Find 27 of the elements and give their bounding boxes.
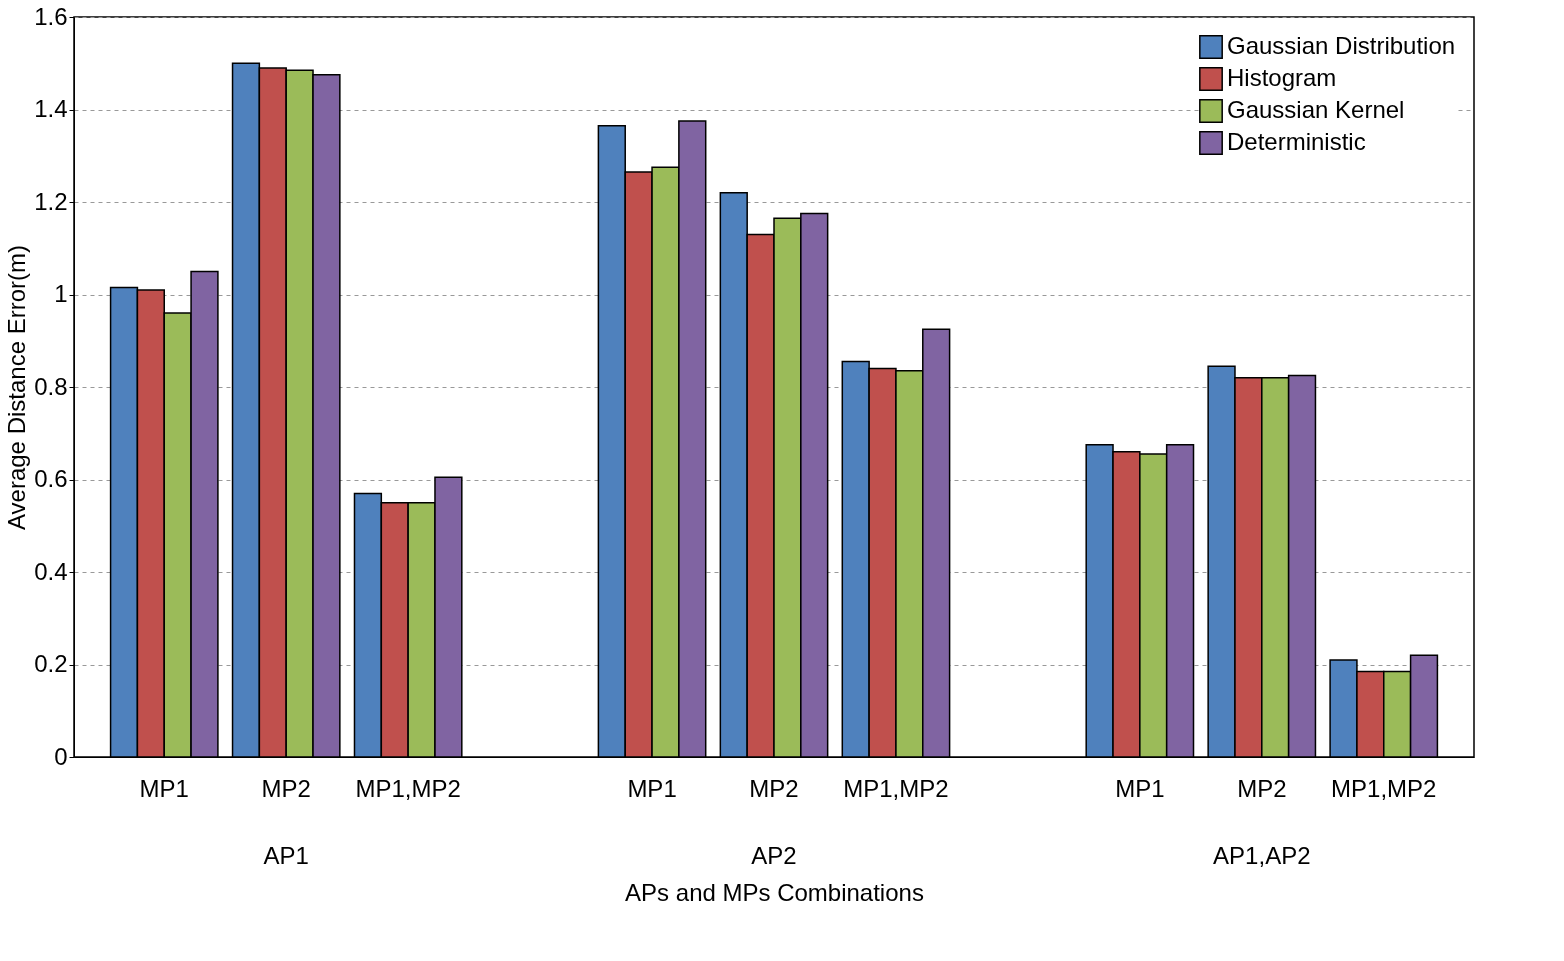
y-tick-label: 1.6 bbox=[34, 2, 68, 30]
x-tick-label: MP1 bbox=[139, 774, 189, 802]
y-tick-label: 0.8 bbox=[34, 372, 68, 400]
y-tick-label: 0.6 bbox=[34, 465, 68, 492]
y-axis-title: Average Distance Error(m) bbox=[3, 245, 31, 530]
text: AP1,AP2 bbox=[1213, 842, 1311, 869]
text: AP2 bbox=[751, 842, 797, 869]
x-tick-label: MP2 bbox=[749, 774, 799, 802]
legend-label: Histogram bbox=[1227, 64, 1337, 91]
y-tick-label: 1 bbox=[54, 280, 68, 307]
y-tick-label: 0 bbox=[54, 742, 68, 770]
x-tick-label: MP1 bbox=[627, 774, 677, 802]
y-tick-label: 1.4 bbox=[34, 95, 68, 122]
x-tick-label: MP1,MP2 bbox=[843, 774, 949, 802]
y-tick-label: 1.2 bbox=[34, 187, 68, 215]
text: AP1 bbox=[263, 842, 309, 869]
y-tick-label: 0.4 bbox=[34, 557, 68, 585]
legend-label: Deterministic bbox=[1227, 128, 1366, 155]
x-axis-title: APs and MPs Combinations bbox=[625, 878, 924, 906]
legend-label: Gaussian Distribution bbox=[1227, 32, 1456, 59]
x-tick-label: MP1 bbox=[1115, 774, 1165, 802]
x-tick-label: MP2 bbox=[261, 774, 311, 802]
x-tick-label: MP1,MP2 bbox=[1331, 774, 1437, 802]
x-tick-label: MP2 bbox=[1237, 774, 1287, 802]
legend-label: Gaussian Kernel bbox=[1227, 96, 1405, 123]
x-tick-label: MP1,MP2 bbox=[355, 774, 461, 802]
y-tick-label: 0.2 bbox=[34, 650, 68, 677]
